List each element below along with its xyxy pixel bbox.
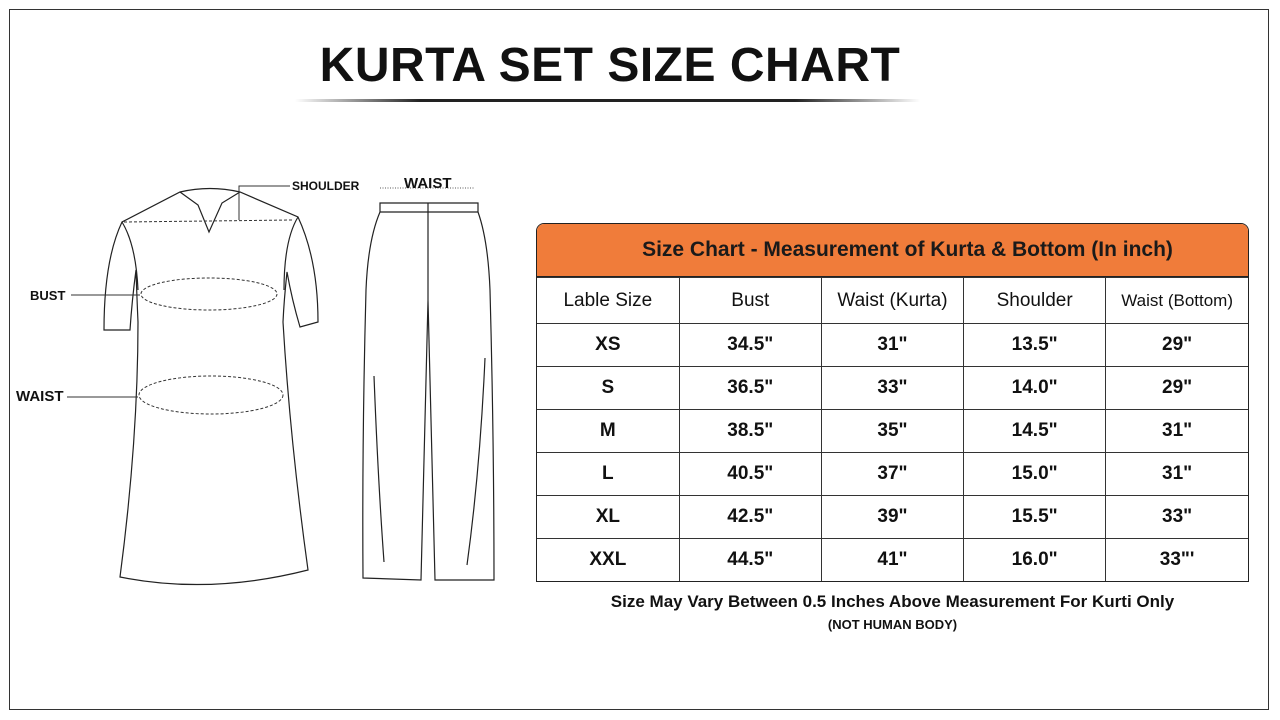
table-cell: 16.0" [963,538,1107,581]
table-cell: 34.5" [678,323,822,367]
kurta-neck [179,191,241,234]
table-cell: XXL [537,538,680,581]
pants-outline [362,202,495,581]
pants-crease-right [466,357,486,566]
table-cell: 15.5" [963,495,1107,539]
table-cell: 29" [1105,323,1248,367]
table-row: XS 34.5" 31" 13.5" 29" [537,323,1248,367]
bottom-waist-label: WAIST [404,175,452,192]
table-cell: 42.5" [678,495,822,539]
column-header: Waist (Bottom) [1105,277,1248,324]
table-header-row: Lable Size Bust Waist (Kurta) Shoulder W… [537,277,1248,324]
table-cell: 35" [820,409,965,453]
table-cell: 15.0" [963,452,1107,496]
bust-label: BUST [30,288,66,303]
table-cell: XS [537,323,680,367]
table-cell: 33" [820,366,965,410]
table-cell: 39" [820,495,965,539]
table-row: L 40.5" 37" 15.0" 31" [537,452,1248,496]
bust-measure-ellipse [140,277,278,311]
shoulder-label: SHOULDER [292,179,360,193]
size-note-sub: (NOT HUMAN BODY) [827,617,958,632]
table-cell: 31" [1105,452,1248,496]
table-cell: 14.0" [963,366,1107,410]
shoulder-pointer [238,185,290,220]
table-cell: 44.5" [678,538,822,581]
table-cell: XL [537,495,680,539]
column-header: Lable Size [537,277,680,324]
table-cell: 33"' [1105,538,1248,581]
garment-illustration [67,185,495,586]
table-row: XXL 44.5" 41" 16.0" 33"' [537,538,1248,581]
column-header: Shoulder [963,277,1107,324]
pants-crease-left [373,375,385,563]
table-cell: 13.5" [963,323,1107,367]
table-cell: 31" [1105,409,1248,453]
column-header: Waist (Kurta) [820,277,965,324]
title-underline [295,99,920,102]
table-cell: 37" [820,452,965,496]
table-cell: 41" [820,538,965,581]
table-cell: S [537,366,680,410]
table-heading: Size Chart - Measurement of Kurta & Bott… [537,224,1248,277]
table-cell: 33" [1105,495,1248,539]
size-chart-table: Size Chart - Measurement of Kurta & Bott… [536,223,1249,582]
kurta-outline [103,187,319,586]
shoulder-measure-line [123,219,293,223]
table-cell: M [537,409,680,453]
table-row: XL 42.5" 39" 15.5" 33" [537,495,1248,539]
table-cell: 40.5" [678,452,822,496]
table-cell: L [537,452,680,496]
table-cell: 31" [820,323,965,367]
kurta-waist-label: WAIST [16,388,64,405]
table-cell: 36.5" [678,366,822,410]
size-note: Size May Vary Between 0.5 Inches Above M… [610,592,1175,611]
waist-measure-ellipse [138,375,284,415]
table-cell: 29" [1105,366,1248,410]
page-frame [9,9,1269,710]
column-header: Bust [678,277,822,324]
kurta-armhole-right [283,216,299,291]
table-cell: 14.5" [963,409,1107,453]
kurta-armhole-left [121,221,139,291]
table-row: S 36.5" 33" 14.0" 29" [537,366,1248,410]
table-row: M 38.5" 35" 14.5" 31" [537,409,1248,453]
page-title: KURTA SET SIZE CHART [319,39,901,92]
table-cell: 38.5" [678,409,822,453]
